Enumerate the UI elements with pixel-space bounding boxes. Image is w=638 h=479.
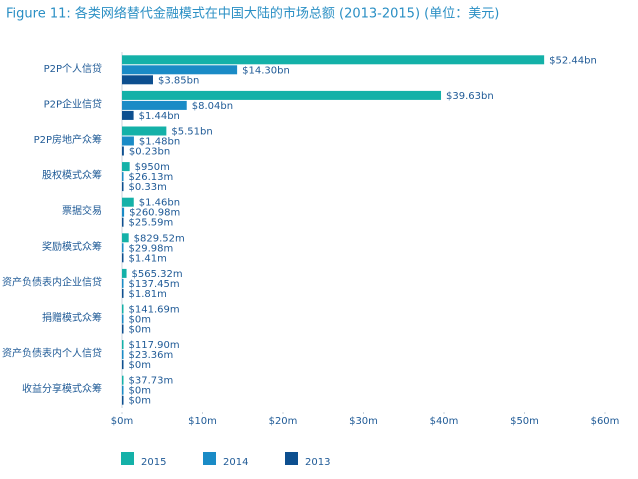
category-label: 票据交易 [62, 204, 102, 217]
value-label: $3.85bn [158, 75, 199, 86]
value-label: $1.46bn [139, 198, 180, 209]
x-tick-label: $50m [510, 416, 539, 427]
category-label: 收益分享模式众筹 [22, 382, 102, 395]
bar [122, 243, 124, 253]
legend-label: 2013 [305, 457, 330, 468]
bar [122, 110, 134, 120]
category-label: 捐赠模式众筹 [42, 311, 102, 324]
value-label: $0m [129, 360, 151, 371]
value-label: $0m [129, 386, 151, 397]
value-label: $0m [129, 325, 151, 336]
chart-title: Figure 11: 各类网络替代金融模式在中国大陆的市场总额 (2013-20… [6, 6, 499, 22]
bar [122, 340, 124, 350]
value-label: $25.59m [129, 218, 174, 229]
bar [122, 65, 238, 75]
bar [122, 314, 124, 324]
value-label: $0.23bn [129, 147, 170, 158]
value-label: $1.81m [129, 289, 167, 300]
value-label: $0m [129, 396, 151, 407]
bar [122, 75, 153, 85]
bar [122, 90, 442, 100]
category-label: 资产负债表内企业信贷 [2, 275, 102, 288]
value-label: $1.48bn [139, 137, 180, 148]
x-tick-label: $30m [349, 416, 378, 427]
bar [122, 304, 124, 314]
category-label: P2P房地产众筹 [34, 133, 102, 146]
bar [122, 207, 125, 217]
category-label: P2P企业信贷 [44, 97, 102, 110]
bar [122, 55, 545, 65]
bar [122, 385, 124, 395]
category-label: 奖励模式众筹 [42, 240, 102, 253]
x-tick-label: $0m [111, 416, 133, 427]
value-label: $37.73m [129, 376, 174, 387]
bar [122, 395, 124, 405]
bar [122, 172, 124, 182]
value-label: $1.44bn [139, 111, 180, 122]
value-label: $8.04bn [192, 101, 233, 112]
bar [122, 268, 127, 278]
x-tick-label: $10m [188, 416, 217, 427]
legend-swatch [203, 452, 216, 465]
value-label: $0m [129, 315, 151, 326]
value-label: $829.52m [134, 233, 185, 244]
category-label: P2P个人信贷 [44, 62, 102, 75]
category-label: 股权模式众筹 [42, 169, 102, 182]
x-tick-label: $60m [591, 416, 620, 427]
value-label: $52.44bn [549, 55, 597, 66]
bar [122, 217, 124, 227]
bar [122, 253, 124, 263]
bar [122, 197, 134, 207]
bar [122, 324, 124, 334]
bar [122, 360, 124, 370]
value-label: $950m [135, 162, 170, 173]
value-label: $565.32m [132, 269, 183, 280]
bar [122, 146, 124, 156]
x-tick-label: $20m [269, 416, 298, 427]
value-label: $141.69m [129, 305, 180, 316]
value-label: $137.45m [129, 279, 180, 290]
bar [122, 350, 124, 360]
bar [122, 288, 124, 298]
value-label: $29.98m [129, 243, 174, 254]
bar [122, 233, 129, 243]
value-label: $117.90m [129, 340, 180, 351]
value-label: $1.41m [129, 253, 167, 264]
legend-label: 2015 [141, 457, 166, 468]
legend-swatch [285, 452, 298, 465]
bar [122, 126, 167, 136]
category-label: 资产负债表内个人信贷 [2, 347, 102, 360]
bar [122, 136, 134, 146]
value-label: $0.33m [129, 182, 167, 193]
value-label: $5.51bn [171, 127, 212, 138]
legend-label: 2014 [223, 457, 248, 468]
bar [122, 375, 124, 385]
bar [122, 182, 124, 192]
bar [122, 278, 124, 288]
value-label: $26.13m [129, 172, 174, 183]
value-label: $14.30bn [242, 65, 290, 76]
bar [122, 100, 187, 110]
x-tick-label: $40m [430, 416, 459, 427]
bar [122, 162, 130, 172]
value-label: $23.36m [129, 350, 174, 361]
value-label: $39.63bn [446, 91, 494, 102]
value-label: $260.98m [129, 208, 180, 219]
legend-swatch [121, 452, 134, 465]
